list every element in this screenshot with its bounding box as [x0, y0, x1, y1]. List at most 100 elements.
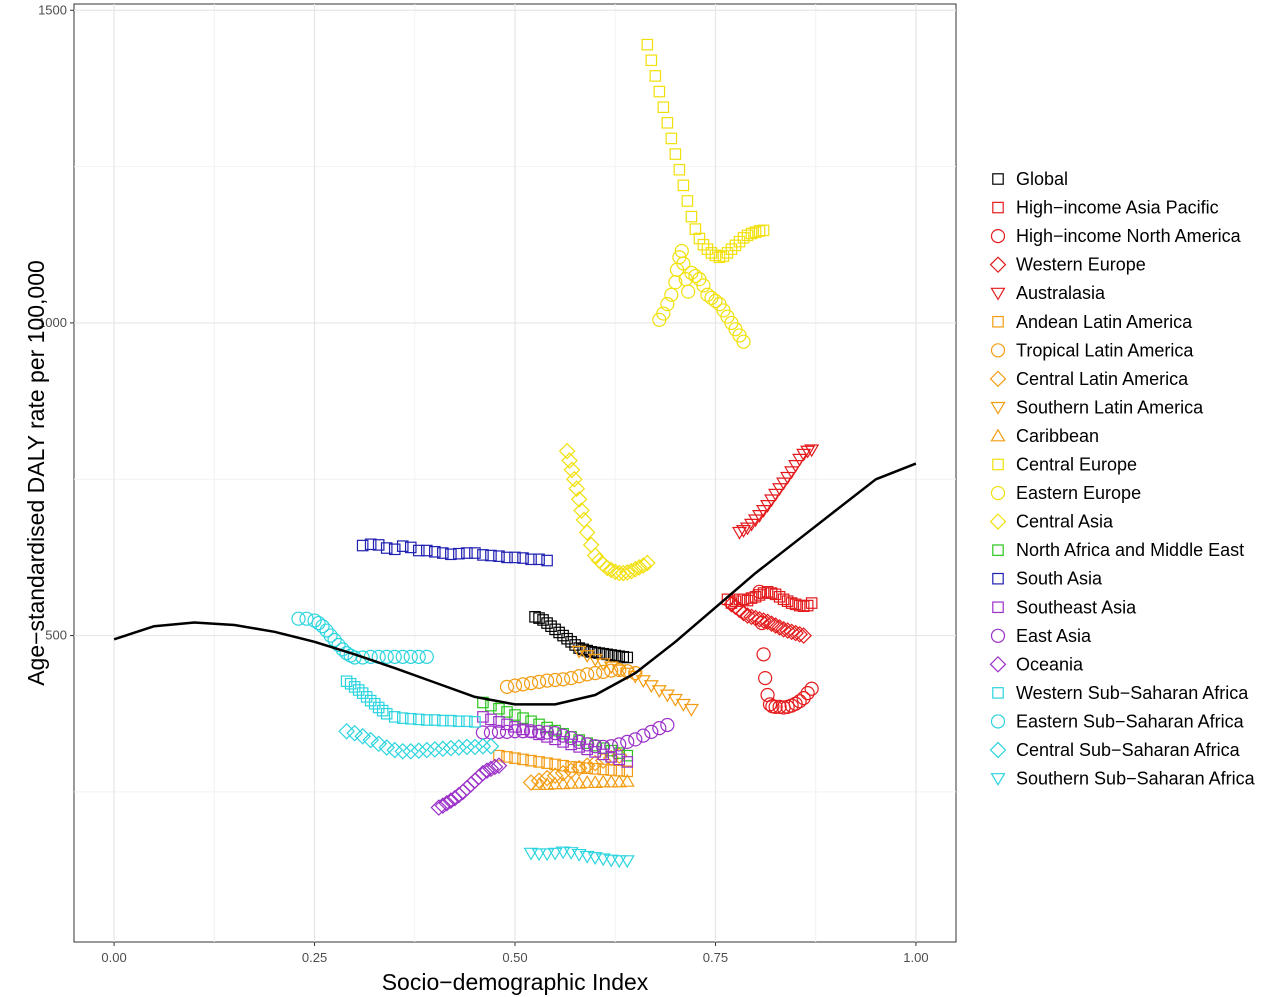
data-point [396, 712, 409, 724]
data-point [566, 470, 583, 488]
x-tick-label: 0.50 [502, 950, 527, 965]
data-point [773, 591, 786, 603]
data-point [595, 853, 611, 867]
data-point [657, 101, 670, 113]
x-tick-label: 0.25 [302, 950, 327, 965]
data-point [587, 852, 603, 865]
data-point [585, 646, 597, 658]
data-point [685, 210, 698, 223]
data-point [404, 712, 417, 725]
data-point [429, 545, 441, 558]
data-point [586, 547, 604, 564]
legend-label: Caribbean [1016, 426, 1099, 446]
data-point [612, 737, 627, 752]
data-point [659, 689, 675, 703]
data-point [733, 235, 746, 248]
data-point [564, 731, 579, 746]
data-point [644, 724, 659, 739]
data-point [587, 775, 603, 789]
data-point [664, 287, 679, 302]
data-point [771, 619, 788, 636]
data-point [759, 613, 776, 631]
data-point [442, 739, 460, 757]
legend-key [992, 572, 1004, 585]
legend-label: Central Latin America [1016, 369, 1189, 389]
data-point [539, 725, 555, 740]
data-point [493, 749, 505, 762]
legend-item: Central Asia [989, 512, 1114, 532]
x-tick-label: 0.75 [703, 950, 728, 965]
data-point [364, 694, 377, 707]
data-point [442, 792, 460, 809]
legend-item: Global [992, 169, 1068, 189]
data-point [731, 526, 748, 540]
data-point [656, 306, 671, 321]
data-point [522, 774, 540, 791]
legend-item: Southeast Asia [992, 597, 1137, 617]
data-point [788, 460, 804, 473]
data-point [485, 549, 497, 562]
series [529, 611, 634, 664]
legend-item: Tropical Latin America [990, 340, 1194, 360]
data-point [800, 445, 816, 459]
legend-item: High−income North America [990, 226, 1242, 246]
data-point [578, 524, 596, 541]
series [558, 442, 656, 582]
data-point [587, 653, 603, 667]
data-point [554, 764, 572, 782]
data-point [445, 548, 457, 561]
data-point [597, 748, 609, 761]
data-point [356, 539, 369, 552]
data-point [749, 226, 762, 239]
legend-key [989, 741, 1007, 759]
data-point [634, 557, 652, 574]
data-point [515, 677, 531, 692]
data-point [788, 696, 803, 711]
legend-key [992, 458, 1004, 471]
data-point [517, 753, 529, 766]
legend-label: Australasia [1016, 283, 1106, 303]
data-point [589, 762, 601, 775]
data-point [370, 735, 388, 753]
legend-key [990, 287, 1006, 301]
data-point [595, 774, 611, 788]
data-point [757, 587, 770, 599]
data-point [477, 549, 489, 561]
data-point [636, 728, 651, 743]
series [338, 722, 500, 760]
data-point [768, 488, 784, 502]
data-point [611, 774, 627, 788]
series [291, 611, 434, 665]
data-point [621, 765, 634, 778]
legend-key [992, 201, 1004, 214]
data-point [619, 855, 635, 869]
data-point [545, 620, 557, 633]
series [356, 538, 553, 567]
data-point [564, 671, 579, 686]
axes: 500 1000 1500 0.00 0.25 0.50 0.75 1.00 [38, 2, 928, 965]
data-point [315, 619, 330, 634]
legend-label: Central Europe [1016, 455, 1137, 475]
data-point [395, 649, 410, 664]
legend-key [992, 315, 1004, 328]
legend-label: Tropical Latin America [1016, 340, 1194, 360]
data-point [311, 615, 326, 631]
data-point [450, 739, 468, 756]
data-point [525, 754, 537, 767]
data-point [570, 490, 588, 508]
legend-key [990, 714, 1006, 729]
data-point [596, 664, 611, 679]
data-point [660, 297, 675, 312]
data-point [493, 550, 505, 562]
data-point [780, 471, 796, 485]
data-point [482, 760, 500, 778]
legend-item: Andean Latin America [992, 312, 1193, 332]
data-point [681, 195, 694, 207]
data-point [515, 724, 531, 739]
data-point [466, 738, 484, 756]
data-point [380, 707, 393, 720]
data-point [781, 595, 794, 607]
data-point [533, 553, 545, 566]
data-point [772, 699, 787, 714]
data-point [394, 742, 412, 760]
